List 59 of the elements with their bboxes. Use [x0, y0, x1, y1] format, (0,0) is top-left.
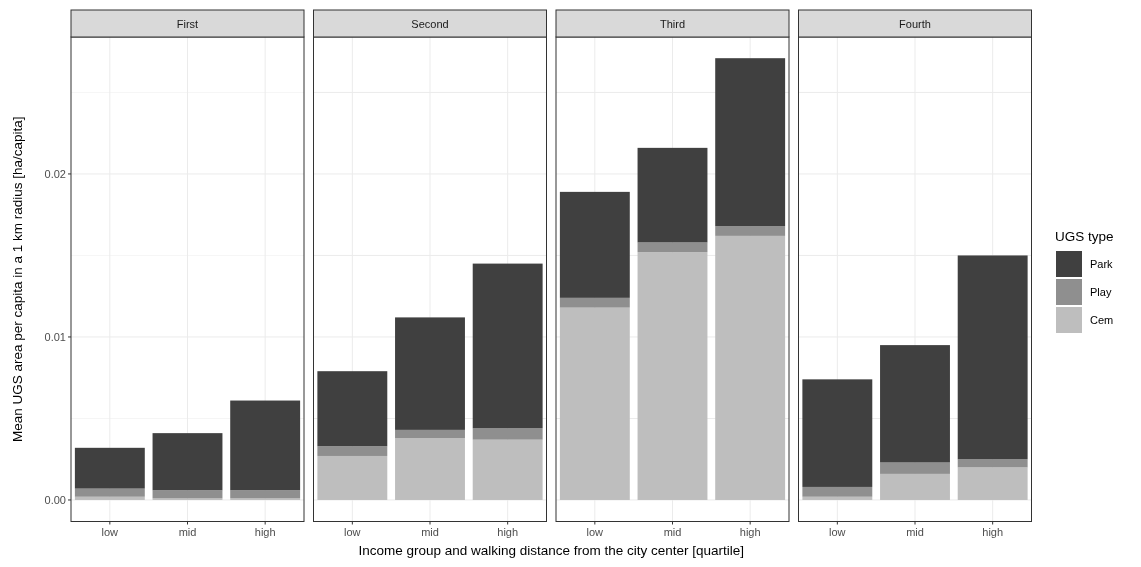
bar	[637, 147, 708, 243]
legend-label: Park	[1090, 258, 1114, 270]
x-tick-label: mid	[906, 525, 924, 538]
chart-title: Fourth	[899, 17, 931, 30]
chart-title: First	[176, 17, 199, 30]
bar	[152, 433, 223, 491]
legend-title: UGS type	[1055, 229, 1114, 244]
legend-label: Cem	[1090, 314, 1114, 326]
bar	[880, 473, 950, 500]
chart-title: Second	[411, 17, 449, 30]
bar	[230, 400, 301, 491]
bar	[472, 439, 543, 500]
bar	[559, 191, 630, 298]
bar	[802, 379, 873, 487]
bar	[74, 488, 145, 497]
x-axis-title: Income group and walking distance from the city center [quartile]	[358, 542, 745, 558]
x-tick-label: low	[586, 525, 604, 538]
bar	[957, 459, 1028, 468]
bar	[472, 263, 543, 429]
bar	[957, 467, 1028, 500]
bar	[317, 455, 388, 500]
bar	[715, 226, 786, 236]
y-tick-label: 0.00	[44, 493, 66, 506]
bar	[957, 255, 1028, 460]
x-tick-label: mid	[421, 525, 439, 538]
bar	[637, 242, 708, 253]
bar	[802, 486, 873, 497]
bar	[802, 496, 873, 500]
bar	[317, 371, 388, 447]
bar	[395, 438, 465, 500]
bar	[230, 490, 301, 499]
bar	[880, 462, 950, 474]
y-tick-label: 0.02	[44, 167, 66, 180]
x-tick-label: high	[254, 525, 276, 538]
y-axis-title: Mean UGS area per capita in a 1 km radius [ha/capita]	[10, 116, 25, 443]
bar	[559, 307, 630, 500]
bar	[472, 428, 543, 440]
x-tick-label: high	[982, 525, 1004, 538]
legend-label: Play	[1090, 286, 1112, 298]
bar	[395, 317, 465, 430]
bar	[880, 345, 950, 463]
bar	[715, 58, 786, 227]
chart-title: Third	[659, 17, 686, 30]
bar	[152, 490, 223, 499]
bar	[74, 447, 145, 489]
bar	[559, 297, 630, 308]
y-tick-label: 0.01	[44, 330, 66, 343]
x-tick-label: mid	[663, 525, 682, 538]
bar	[74, 496, 145, 500]
x-tick-label: high	[739, 525, 761, 538]
bar	[637, 252, 708, 500]
x-tick-label: low	[101, 525, 119, 538]
x-tick-label: high	[497, 525, 519, 538]
x-tick-label: low	[829, 525, 846, 538]
bar	[395, 429, 465, 439]
x-tick-label: low	[344, 525, 361, 538]
bar	[715, 235, 786, 500]
bar	[317, 446, 388, 456]
x-tick-label: mid	[178, 525, 197, 538]
